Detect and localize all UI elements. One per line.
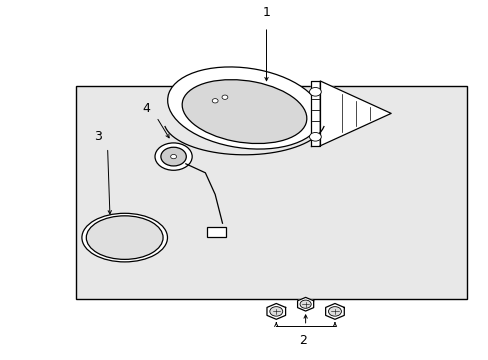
Bar (207, 227, 225, 237)
Circle shape (269, 307, 282, 316)
Polygon shape (266, 303, 285, 319)
Text: 3: 3 (94, 130, 102, 143)
Text: 4: 4 (142, 102, 150, 114)
Text: 2: 2 (299, 334, 306, 347)
Circle shape (309, 132, 321, 141)
Ellipse shape (167, 67, 321, 149)
Circle shape (328, 307, 341, 316)
Ellipse shape (86, 216, 163, 259)
Ellipse shape (182, 80, 306, 144)
Circle shape (309, 87, 321, 96)
Polygon shape (320, 81, 390, 146)
Polygon shape (325, 303, 344, 319)
Circle shape (170, 154, 176, 159)
Polygon shape (297, 297, 313, 311)
Circle shape (161, 147, 186, 166)
Circle shape (155, 143, 192, 170)
Ellipse shape (82, 213, 167, 262)
Circle shape (300, 300, 310, 308)
Text: 1: 1 (262, 6, 270, 19)
Circle shape (212, 99, 218, 103)
Polygon shape (310, 81, 320, 146)
Bar (76, 86, 466, 299)
Circle shape (222, 95, 227, 99)
